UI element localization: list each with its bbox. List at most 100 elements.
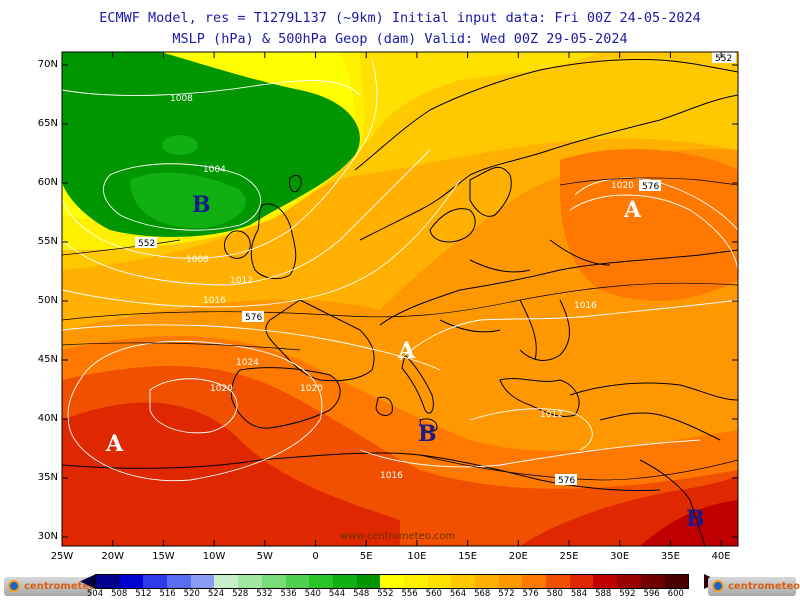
color-scale-label: 540 [304,589,321,599]
color-swatch [569,575,594,588]
high-pressure-center: A [105,431,124,457]
color-scale-label: 544 [328,589,346,599]
low-pressure-center: B [686,506,705,532]
color-swatch [617,575,641,588]
longitude-label: 20E [508,551,528,562]
color-scale-label: 528 [232,589,249,599]
isobar-labels: 1008 1004 1008 1012 1016 1024 1020 1020 … [170,94,634,481]
geopotential-label: 576 [558,476,575,486]
latitude-label: 55N [37,236,58,247]
latitude-label: 40N [37,413,58,424]
geopotential-lines [62,177,738,481]
color-scale-label: 520 [183,589,200,599]
latitude-label: 45N [37,354,58,365]
color-scale-label: 572 [498,589,515,599]
logo-icon [712,580,724,592]
isobar-label: 1020 [210,384,233,394]
color-swatch [190,575,215,588]
geopotential-fill [62,52,738,546]
centrometeo-logo-left: centrometeo [4,577,96,596]
isobar-label: 1020 [611,181,634,191]
longitude-label: 10E [407,551,427,562]
low-pressure-center: B [418,421,437,447]
color-scale-label: 508 [111,589,128,599]
header-field-info: MSLP (hPa) & 500hPa Geop (dam) Valid: We… [172,31,628,47]
color-scale-label: 524 [207,589,225,599]
longitude-label: 30E [610,551,630,562]
scale-arrow-left-icon [80,574,96,589]
longitude-label: 0 [312,551,319,562]
centrometeo-logo-right: centrometeo [708,577,800,596]
color-scale-labels: 504 508 512 516 520 524 528 532 536 540 544 548 552 5… [87,589,707,601]
isobar-label: 1024 [236,358,259,368]
geopotential-label: 576 [245,313,262,323]
isobar-label: 1008 [170,94,193,104]
geopotential-label: 552 [138,239,155,249]
color-swatch [261,575,286,588]
high-pressure-center: A [397,338,416,364]
longitude-label: 5E [359,551,373,562]
isobars [62,59,738,482]
color-swatch [403,575,428,588]
color-swatch [143,575,168,588]
latitude-label: 60N [37,177,58,188]
geopotential-label: 576 [642,182,659,192]
longitude-label: 35E [660,551,680,562]
color-scale-label: 564 [449,589,467,599]
color-scale-label: 512 [135,589,152,599]
color-swatch [119,575,144,588]
watermark: www.centrometeo.com [340,531,455,542]
color-scale-label: 556 [401,589,418,599]
color-swatch [380,575,404,588]
color-scale-label: 584 [570,589,588,599]
isobar-label: 1004 [203,165,226,175]
color-swatch [96,575,120,588]
pressure-centers: B A A A B B [105,192,705,532]
color-scale-label: 516 [159,589,176,599]
isobar-label: 1020 [300,384,323,394]
color-swatch [309,575,333,588]
color-swatch [285,575,310,588]
color-scale-label: 568 [474,589,491,599]
geopotential-labels: 552 552 576 576 576 [135,52,736,486]
isobar-label: 1012 [540,410,563,420]
latitude-label: 35N [37,472,58,483]
latitude-label: 70N [37,59,58,70]
color-scale [95,574,690,589]
color-swatch [522,575,547,588]
color-scale-label: 552 [377,589,394,599]
color-scale-label: 532 [256,589,273,599]
color-swatch [214,575,239,588]
color-swatch [475,575,499,588]
color-scale-label: 596 [643,589,660,599]
color-swatch [332,575,357,588]
isobar-label: 1008 [186,255,209,265]
geopotential-label: 552 [715,54,732,64]
color-scale-label: 576 [522,589,539,599]
isobar-label: 1016 [380,471,403,481]
logo-icon [8,580,20,592]
header-model-info: ECMWF Model, res = T1279L137 (~9km) Init… [99,10,701,26]
latitude-label: 50N [37,295,58,306]
latitude-label: 30N [37,531,58,542]
longitude-label: 20W [101,551,124,562]
color-scale-label: 548 [353,589,370,599]
isobar-label: 1012 [230,276,253,286]
color-scale-label: 536 [280,589,297,599]
longitude-label: 40E [711,551,731,562]
color-scale-label: 504 [86,589,104,599]
color-swatch [640,575,665,588]
longitude-label: 5W [256,551,273,562]
axis-ticks [61,52,738,546]
color-swatch [167,575,191,588]
color-swatch [427,575,452,588]
color-swatch [356,575,381,588]
color-swatch [664,575,689,588]
map-frame [61,51,739,547]
color-scale-label: 600 [667,589,684,599]
coastlines [62,58,738,546]
low-pressure-center: B [192,192,211,218]
isobar-label: 1016 [574,301,597,311]
color-scale-label: 580 [546,589,563,599]
color-scale-label: 592 [619,589,636,599]
